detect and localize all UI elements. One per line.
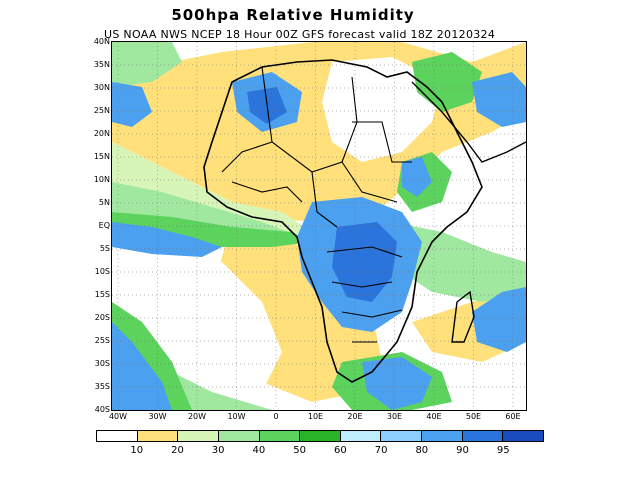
humidity-light-green-region: [392, 222, 526, 302]
humidity-blue-region: [402, 157, 432, 197]
latitude-label: 15N: [93, 152, 110, 161]
humidity-blue-region: [112, 82, 152, 127]
colorbar-swatch: [462, 431, 504, 441]
humidity-deep-blue-region: [332, 222, 397, 302]
colorbar-swatch: [422, 431, 463, 441]
country-border: [311, 171, 338, 228]
latitude-label: 30N: [93, 83, 110, 92]
humidity-white-region: [442, 182, 526, 242]
colorbar-swatch: [503, 431, 544, 441]
colorbar-swatch: [137, 431, 179, 441]
colorbar-label: 95: [496, 445, 510, 456]
country-border: [331, 281, 393, 288]
latitude-label: 25N: [93, 106, 110, 115]
colorbar-swatch: [300, 431, 341, 441]
colorbar-swatch: [259, 431, 301, 441]
country-border: [352, 121, 412, 163]
africa-coastline: [203, 59, 483, 383]
latitude-label: 10S: [94, 267, 110, 276]
longitude-label: 30W: [148, 412, 167, 421]
longitude-label: 10E: [307, 412, 324, 421]
colorbar-label: 40: [252, 445, 266, 456]
lat-lon-grid: [112, 42, 526, 410]
latitude-label: 40S: [94, 405, 110, 414]
latitude-label: 25S: [94, 336, 110, 345]
humidity-blue-region: [472, 72, 526, 127]
country-border: [326, 246, 403, 258]
latitude-label: EQ: [98, 221, 110, 230]
colorbar-swatch: [381, 431, 423, 441]
colorbar-swatch: [178, 431, 219, 441]
arabian-coastline: [411, 81, 526, 163]
latitude-label: 10N: [93, 175, 110, 184]
country-border: [261, 66, 358, 173]
latitude-label: 20S: [94, 313, 110, 322]
colorbar-label: 50: [293, 445, 306, 456]
colorbar-label: 20: [171, 445, 184, 456]
colorbar-label: 70: [374, 445, 388, 456]
colorbar-label: 30: [211, 445, 225, 456]
madagascar-outline: [451, 290, 475, 343]
longitude-label: 20E: [347, 412, 363, 421]
latitude-label: 35S: [94, 382, 110, 391]
latitude-label: 30S: [94, 359, 110, 368]
latitude-label: 40N: [93, 37, 110, 46]
latitude-label: 5S: [99, 244, 110, 253]
latitude-label: 35N: [93, 60, 110, 69]
colorbar: [96, 430, 544, 442]
map-title: 500hpa Relative Humidity: [171, 6, 415, 24]
colorbar-label: 10: [130, 445, 144, 456]
longitude-label: 20W: [187, 412, 207, 421]
humidity-blue-region: [472, 287, 526, 352]
latitude-label: 20N: [93, 129, 110, 138]
country-border: [341, 309, 403, 318]
colorbar-label: 60: [333, 445, 347, 456]
longitude-label: 0: [273, 412, 279, 421]
latitude-label: 15S: [94, 290, 110, 299]
humidity-map-svg: [112, 42, 526, 410]
country-border: [341, 161, 398, 203]
humidity-blue-region: [362, 357, 432, 410]
latitude-label: 5N: [98, 198, 110, 207]
country-border: [231, 181, 303, 203]
humidity-blue-region: [112, 222, 222, 257]
longitude-label: 60E: [505, 412, 521, 421]
humidity-map: [111, 41, 527, 411]
humidity-green-region: [412, 52, 482, 112]
longitude-label: 30E: [386, 412, 403, 421]
colorbar-swatch: [340, 431, 382, 441]
longitude-label: 50E: [465, 412, 482, 421]
country-borders: [221, 66, 412, 343]
colorbar-swatch: [218, 431, 260, 441]
colorbar-label: 80: [415, 445, 429, 456]
longitude-label: 40W: [108, 412, 128, 421]
longitude-label: 40E: [426, 412, 442, 421]
humidity-blue-region: [112, 322, 172, 410]
humidity-light-green-region: [112, 42, 182, 87]
longitude-label: 10W: [227, 412, 246, 421]
colorbar-swatch: [97, 431, 138, 441]
country-border: [221, 141, 273, 173]
map-subtitle: US NOAA NWS NCEP 18 Hour 00Z GFS forecas…: [104, 28, 496, 41]
colorbar-label: 90: [456, 445, 469, 456]
